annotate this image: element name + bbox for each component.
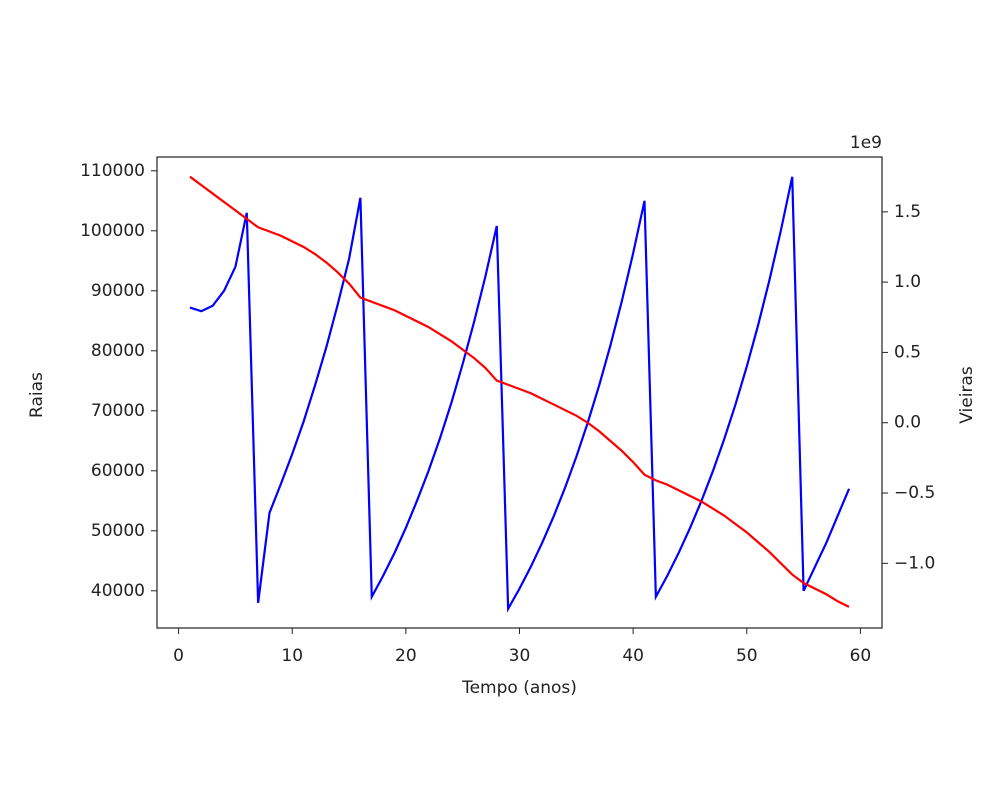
- y-tick-label: 40000: [91, 581, 145, 601]
- y-tick-label: 80000: [91, 341, 145, 361]
- x-tick-label: 60: [850, 646, 872, 666]
- x-axis-label: Tempo (anos): [461, 678, 577, 698]
- y-axis-label: Raias: [27, 372, 47, 418]
- y2-offset-label: 1e9: [850, 133, 882, 153]
- y-tick-label: 110000: [80, 161, 145, 181]
- y2-axis-label: Vieiras: [957, 366, 977, 424]
- y-tick-label: 100000: [80, 221, 145, 241]
- data-line: [189, 176, 851, 613]
- data-line: [189, 175, 850, 608]
- x-tick-label: 10: [281, 646, 303, 666]
- y2-tick-label: 0.0: [894, 413, 921, 433]
- y2-tick-label: 1.5: [894, 202, 921, 222]
- y-tick-label: 70000: [91, 401, 145, 421]
- x-tick-label: 20: [395, 646, 417, 666]
- x-tick-label: 40: [622, 646, 644, 666]
- y2-tick-label: 1.0: [894, 272, 921, 292]
- x-tick-label: 50: [736, 646, 758, 666]
- x-tick-label: 30: [509, 646, 531, 666]
- y2-tick-label: −1.0: [894, 553, 935, 573]
- y-tick-label: 50000: [91, 521, 145, 541]
- plot-frame: [156, 156, 883, 629]
- y2-tick-label: 0.5: [894, 342, 921, 362]
- y-tick-label: 90000: [91, 281, 145, 301]
- y2-tick-label: −0.5: [894, 483, 935, 503]
- x-tick-label: 0: [173, 646, 184, 666]
- y-tick-label: 60000: [91, 461, 145, 481]
